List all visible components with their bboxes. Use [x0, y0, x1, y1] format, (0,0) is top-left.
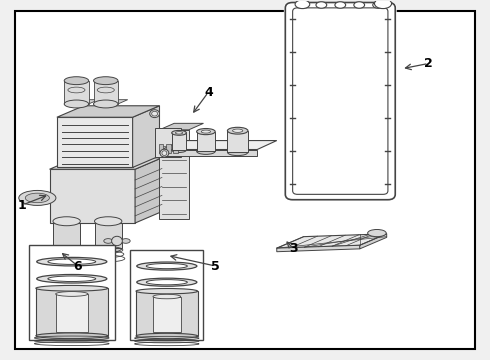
- Ellipse shape: [137, 278, 197, 286]
- Ellipse shape: [136, 288, 197, 294]
- Ellipse shape: [95, 217, 122, 226]
- Text: 6: 6: [74, 260, 82, 273]
- Ellipse shape: [122, 239, 130, 243]
- Ellipse shape: [373, 2, 384, 8]
- Bar: [53, 221, 80, 248]
- Polygon shape: [64, 100, 98, 104]
- Polygon shape: [57, 106, 159, 117]
- Ellipse shape: [354, 2, 365, 8]
- Ellipse shape: [48, 259, 96, 264]
- Ellipse shape: [37, 274, 107, 283]
- FancyBboxPatch shape: [284, 1, 397, 201]
- Bar: [136, 291, 197, 336]
- Polygon shape: [162, 149, 257, 156]
- Ellipse shape: [368, 229, 386, 237]
- Ellipse shape: [36, 285, 108, 291]
- Ellipse shape: [172, 130, 186, 135]
- Ellipse shape: [150, 110, 159, 118]
- Polygon shape: [49, 158, 162, 169]
- Ellipse shape: [95, 244, 122, 253]
- Ellipse shape: [36, 333, 108, 339]
- Bar: [166, 144, 171, 153]
- Polygon shape: [135, 158, 162, 223]
- Ellipse shape: [172, 148, 186, 153]
- Bar: [153, 297, 181, 332]
- Bar: [159, 144, 163, 153]
- Polygon shape: [277, 234, 387, 248]
- Polygon shape: [159, 130, 189, 220]
- Ellipse shape: [48, 276, 96, 282]
- Polygon shape: [94, 100, 128, 104]
- Ellipse shape: [112, 236, 122, 246]
- Ellipse shape: [297, 2, 308, 8]
- Polygon shape: [133, 106, 159, 167]
- Bar: [36, 288, 108, 336]
- Ellipse shape: [104, 239, 113, 243]
- Text: 3: 3: [290, 242, 298, 255]
- Bar: [95, 221, 122, 248]
- Polygon shape: [64, 81, 89, 104]
- Ellipse shape: [233, 129, 243, 132]
- Ellipse shape: [56, 292, 88, 296]
- Ellipse shape: [94, 77, 118, 85]
- Bar: [173, 144, 178, 153]
- Ellipse shape: [316, 2, 327, 8]
- Ellipse shape: [196, 148, 215, 154]
- Bar: [227, 131, 248, 152]
- Ellipse shape: [64, 77, 89, 85]
- Polygon shape: [277, 245, 360, 252]
- Bar: [29, 244, 115, 339]
- Ellipse shape: [19, 190, 56, 206]
- Polygon shape: [94, 81, 118, 104]
- Polygon shape: [162, 140, 277, 149]
- Ellipse shape: [25, 193, 49, 203]
- Polygon shape: [159, 123, 203, 130]
- Ellipse shape: [162, 151, 167, 156]
- Ellipse shape: [201, 130, 211, 133]
- Polygon shape: [57, 117, 133, 167]
- Ellipse shape: [374, 0, 392, 9]
- Ellipse shape: [147, 280, 187, 285]
- Text: 4: 4: [204, 86, 213, 99]
- Ellipse shape: [136, 333, 197, 339]
- Ellipse shape: [152, 111, 158, 116]
- Ellipse shape: [227, 127, 248, 134]
- Ellipse shape: [295, 0, 310, 9]
- Polygon shape: [360, 234, 387, 249]
- Text: 1: 1: [18, 199, 26, 212]
- Bar: [196, 132, 215, 151]
- Bar: [56, 294, 88, 332]
- Ellipse shape: [94, 100, 118, 108]
- Ellipse shape: [335, 2, 345, 8]
- Bar: [130, 250, 203, 339]
- Ellipse shape: [53, 217, 80, 226]
- Ellipse shape: [153, 294, 181, 299]
- Polygon shape: [155, 128, 181, 157]
- Ellipse shape: [147, 264, 187, 269]
- Text: 2: 2: [424, 57, 433, 70]
- Ellipse shape: [37, 257, 107, 266]
- Ellipse shape: [160, 149, 169, 157]
- Ellipse shape: [137, 262, 197, 270]
- Ellipse shape: [64, 100, 89, 108]
- Text: 5: 5: [211, 260, 220, 273]
- Polygon shape: [49, 169, 135, 223]
- Ellipse shape: [53, 244, 80, 253]
- Ellipse shape: [196, 129, 215, 135]
- Ellipse shape: [227, 149, 248, 156]
- Ellipse shape: [175, 132, 183, 134]
- Bar: [172, 133, 186, 150]
